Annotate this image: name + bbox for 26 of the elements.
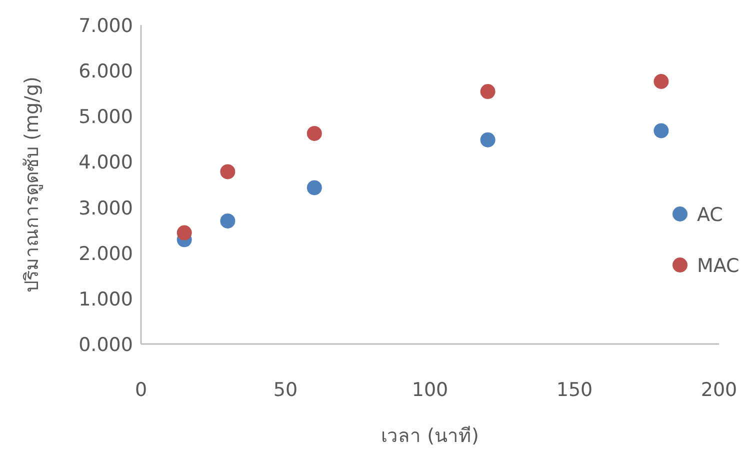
- point: [480, 84, 496, 100]
- y-tick-label: 0.000: [78, 334, 133, 356]
- point: [220, 213, 236, 228]
- x-tick-label: 50: [273, 379, 298, 401]
- x-axis-title: เวลา (นาที): [381, 425, 479, 447]
- legend-label: MAC: [697, 255, 740, 277]
- x-tick-label: 150: [556, 379, 593, 401]
- y-tick-label: 4.000: [78, 152, 133, 174]
- point: [654, 123, 669, 138]
- y-tick-label: 7.000: [78, 15, 133, 37]
- point: [306, 180, 322, 196]
- y-tick-label: 6.000: [78, 60, 133, 83]
- legend-label: AC: [697, 204, 723, 226]
- point: [176, 225, 192, 240]
- y-tick-label: 1.000: [78, 288, 133, 310]
- point: [220, 164, 236, 180]
- x-tick-label: 0: [134, 379, 148, 401]
- point: [306, 126, 322, 141]
- point: [654, 74, 669, 90]
- x-tick-label: 200: [700, 379, 738, 401]
- y-tick-label: 2.000: [78, 242, 133, 265]
- y-axis-title: ปริมาณการดูดซับ (mg/g): [21, 76, 43, 292]
- point: [480, 132, 496, 148]
- y-tick-label: 5.000: [78, 106, 133, 128]
- x-tick-label: 100: [412, 379, 448, 401]
- y-tick-label: 3.000: [78, 197, 133, 220]
